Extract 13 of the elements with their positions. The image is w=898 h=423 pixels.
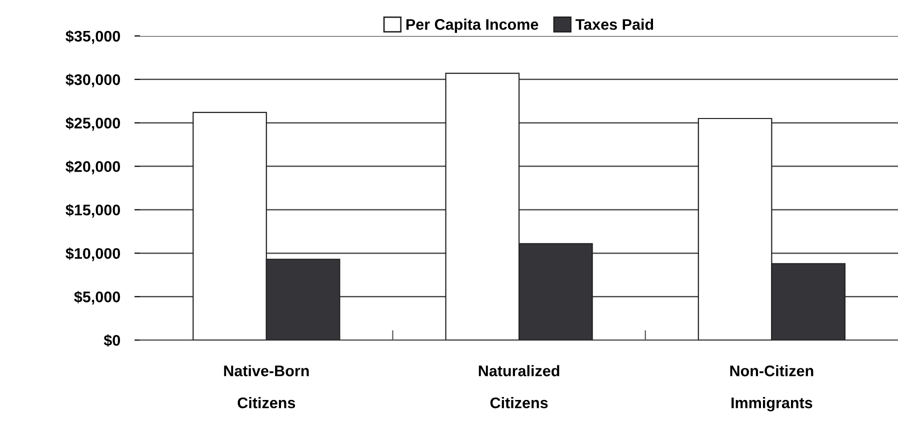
y-tick-label: $25,000 <box>66 117 120 131</box>
y-tick-label: $5,000 <box>74 290 120 305</box>
category-label: Native-Born Citizens <box>224 365 309 408</box>
y-tick-label: $10,000 <box>66 247 120 262</box>
legend-label: Per Capita Income <box>406 18 538 33</box>
legend-label: Taxes Paid <box>576 18 654 30</box>
y-tick-label: $30,000 <box>66 74 120 88</box>
category-label: Naturalized Citizens <box>478 365 560 408</box>
y-tick-label: $20,000 <box>66 160 120 174</box>
y-tick-label: $35,000 <box>66 30 120 44</box>
y-tick-label: $15,000 <box>66 204 120 218</box>
category-label: Non-Citizen Immigrants <box>730 365 814 412</box>
y-tick-label: $0 <box>104 334 120 347</box>
